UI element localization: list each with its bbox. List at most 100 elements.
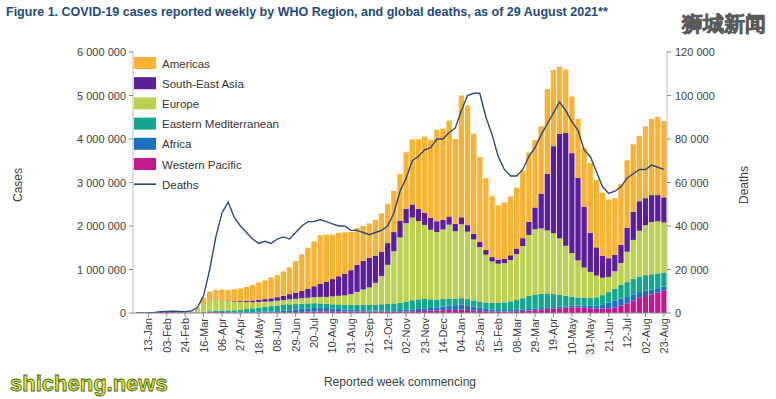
bar (588, 308, 593, 313)
x-tick-label: 23-Aug (658, 318, 670, 353)
x-tick-label: 16-Mar (198, 318, 210, 353)
bar (281, 305, 286, 311)
bar (232, 289, 237, 301)
bar (330, 279, 335, 296)
bar (299, 254, 304, 291)
legend-swatch (134, 77, 156, 89)
bar (318, 235, 323, 284)
x-tick (571, 313, 572, 317)
bar (397, 310, 402, 312)
bar (311, 241, 316, 286)
bar (465, 106, 470, 226)
bar (428, 308, 433, 311)
bar (655, 293, 660, 313)
bar (514, 188, 519, 249)
bar (318, 303, 323, 307)
bar (410, 139, 415, 204)
bar (219, 300, 224, 310)
bar (551, 233, 556, 294)
bar (256, 308, 261, 312)
bar (287, 304, 292, 310)
bar (655, 221, 660, 273)
bar (588, 163, 593, 233)
x-tick (332, 313, 333, 317)
legend-swatch (134, 183, 156, 185)
bar (655, 288, 660, 292)
bar (471, 306, 476, 310)
bar (526, 309, 531, 311)
bar (496, 303, 501, 310)
bar (410, 218, 415, 301)
bar (416, 221, 421, 299)
bar (545, 174, 550, 231)
bar (330, 308, 335, 311)
x-tick-label: 29-Jun (290, 318, 302, 352)
bar (459, 305, 464, 310)
bar (342, 295, 347, 305)
bar (649, 119, 654, 195)
bar (489, 196, 494, 257)
bar (299, 291, 304, 298)
bar (502, 263, 507, 302)
x-tick (295, 313, 296, 317)
y2-tick (667, 52, 671, 53)
bar (618, 263, 623, 285)
y-tick-label: 6 000 000 (77, 46, 126, 58)
bar (238, 302, 243, 310)
bar (397, 237, 402, 302)
x-tick-label: 12-Jul (621, 318, 633, 348)
y-tick-label: 3 000 000 (77, 177, 126, 189)
x-tick (148, 313, 149, 317)
bar (581, 306, 586, 308)
bar (557, 308, 562, 313)
bar (238, 289, 243, 302)
bar (342, 305, 347, 310)
bar (201, 303, 206, 312)
bar (397, 221, 402, 238)
bar (532, 308, 537, 310)
bar (354, 228, 359, 265)
legend-swatch (134, 138, 156, 150)
y2-tick (667, 226, 671, 227)
bar (575, 297, 580, 305)
bar (244, 309, 249, 312)
bar (575, 306, 580, 308)
bar (569, 306, 574, 308)
bar (324, 235, 329, 282)
x-tick (479, 313, 480, 317)
bar (588, 306, 593, 308)
bar (391, 232, 396, 251)
bar (477, 157, 482, 242)
x-tick-label: 02-Nov (400, 318, 412, 354)
bar (305, 303, 310, 308)
legend-label: Africa (162, 138, 192, 150)
x-tick (424, 313, 425, 317)
bar (262, 299, 267, 302)
bar (581, 308, 586, 313)
bar (581, 268, 586, 298)
bar (489, 303, 494, 310)
bar (563, 308, 568, 313)
bar (643, 225, 648, 275)
bar (612, 271, 617, 288)
x-tick (406, 313, 407, 317)
bar (453, 299, 458, 306)
bar (526, 235, 531, 296)
x-tick-label: 27-Apr (234, 318, 246, 351)
bar (428, 230, 433, 300)
bar (422, 299, 427, 309)
bar (416, 209, 421, 221)
bar (422, 308, 427, 310)
bar (385, 310, 390, 311)
bar (637, 201, 642, 231)
bar (348, 270, 353, 294)
bar (477, 301, 482, 307)
bar (600, 304, 605, 308)
bar (606, 277, 611, 292)
bar (526, 152, 531, 222)
bar (655, 273, 660, 288)
x-tick (535, 313, 536, 317)
bar (213, 311, 218, 312)
bar (575, 307, 580, 313)
bar (637, 292, 642, 298)
